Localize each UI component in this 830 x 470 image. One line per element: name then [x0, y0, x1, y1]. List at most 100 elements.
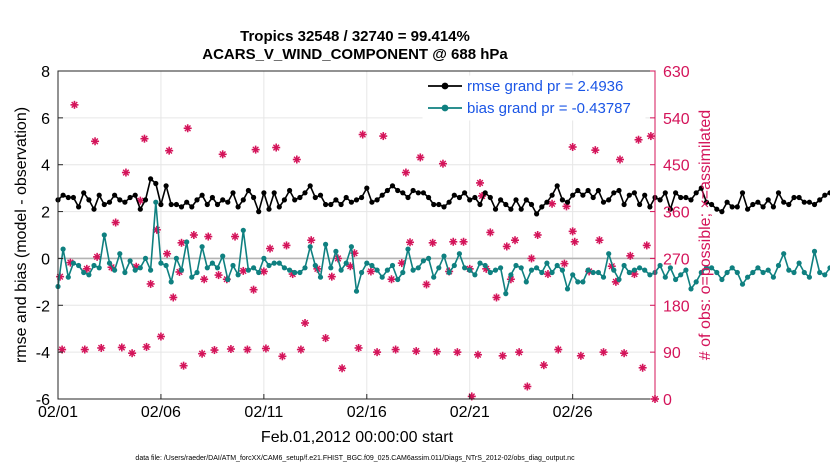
obs-count-point: [261, 344, 270, 353]
bias-series-point: [225, 276, 231, 283]
rmse-series-point: [302, 190, 308, 196]
bias-series-point: [724, 269, 730, 276]
obs-count-point: [111, 218, 120, 227]
legend-bias-label: bias grand pr = -0.43787: [467, 100, 631, 117]
rmse-series-point: [137, 206, 143, 212]
x-tick-label: 02/11: [244, 404, 283, 421]
obs-count-point: [231, 232, 240, 241]
rmse-series-point: [348, 199, 354, 205]
obs-marker-stroke: [219, 151, 226, 158]
rmse-series-point: [518, 206, 524, 212]
x-tick-label: 02/06: [141, 404, 181, 421]
bias-series-point: [384, 267, 390, 273]
rmse-series-point: [168, 201, 174, 208]
obs-marker-stroke: [211, 346, 218, 354]
bias-series-point: [595, 269, 602, 276]
rmse-series-point: [178, 204, 185, 210]
bias-series-point: [508, 272, 514, 278]
obs-marker-stroke: [367, 268, 375, 275]
rmse-series-point: [765, 197, 771, 203]
obs-count-point: [156, 332, 165, 341]
obs-marker-stroke: [338, 364, 346, 372]
bias-series-point: [477, 260, 483, 266]
bias-series-point: [389, 262, 396, 269]
chart-subtitle: ACARS_V_WIND_COMPONENT @ 688 hPa: [202, 46, 508, 63]
obs-marker-stroke: [449, 238, 457, 246]
rmse-series-point: [734, 204, 740, 210]
obs-count-point: [568, 143, 577, 152]
obs-marker-stroke: [561, 260, 568, 267]
bias-series-point: [446, 269, 452, 276]
right-y-axis-label: # of obs: o=possible; ×=assimilated: [697, 110, 714, 360]
obs-marker-stroke: [423, 281, 430, 288]
right-y-tick-label: 540: [663, 111, 690, 128]
obs-marker-stroke: [476, 179, 484, 187]
left-y-tick-label: 0: [41, 251, 50, 268]
rmse-series-point: [251, 194, 257, 201]
obs-marker-stroke: [647, 132, 655, 140]
bias-series-point: [667, 265, 674, 271]
rmse-series-point: [194, 197, 200, 203]
bias-series-point: [580, 279, 586, 285]
bias-series-point: [353, 288, 360, 294]
obs-marker-stroke: [147, 280, 154, 288]
obs-marker-stroke: [355, 344, 362, 352]
rmse-series-point: [827, 190, 830, 196]
rmse-series-point: [688, 197, 694, 203]
left-y-tick-label: 2: [41, 205, 50, 222]
rmse-series-point: [606, 197, 612, 203]
rmse-series-point: [338, 201, 344, 208]
rmse-series-point: [709, 201, 715, 208]
obs-marker-stroke: [503, 243, 511, 250]
bias-series-point: [317, 274, 324, 280]
bias-series-point: [606, 251, 612, 257]
rmse-series-point: [209, 194, 215, 201]
rmse-series-point: [81, 190, 87, 196]
right-y-tick-label: 450: [663, 158, 690, 175]
x-tick-label: 02/21: [450, 404, 490, 421]
rmse-series-point: [148, 176, 154, 182]
obs-marker-stroke: [596, 236, 603, 244]
rmse-series-point: [513, 197, 519, 203]
obs-count-point: [146, 279, 155, 288]
rmse-series-point: [626, 192, 632, 198]
obs-marker-stroke: [417, 154, 424, 161]
rmse-series-point: [477, 201, 483, 208]
bias-series-point: [518, 265, 524, 271]
obs-marker-stroke: [402, 169, 410, 176]
obs-marker-stroke: [433, 348, 441, 355]
obs-count-point: [80, 345, 89, 354]
obs-marker-stroke: [511, 236, 519, 244]
bias-series-point: [472, 272, 478, 278]
obs-marker-stroke: [639, 364, 646, 372]
bias-series-point: [168, 279, 174, 285]
rmse-series-point: [508, 206, 514, 212]
bias-series-point: [148, 267, 154, 273]
obs-count-point: [226, 345, 235, 354]
obs-marker-stroke: [262, 345, 270, 352]
rmse-series-point: [276, 204, 282, 210]
bias-series-point: [811, 248, 818, 254]
bias-series-point: [338, 267, 344, 273]
rmse-series-point: [91, 206, 97, 212]
obs-count-point: [449, 237, 458, 246]
x-tick-label: 02/16: [347, 404, 387, 421]
obs-marker-stroke: [460, 238, 467, 246]
rmse-series-point: [287, 187, 293, 194]
bias-series-point: [189, 274, 195, 280]
rmse-series-point: [436, 201, 442, 208]
obs-marker-stroke: [169, 294, 177, 301]
rmse-series-point: [256, 209, 262, 215]
obs-count-point: [198, 349, 207, 358]
bias-series-point: [528, 267, 535, 273]
x-tick-label: 02/26: [553, 404, 593, 421]
rmse-series-point: [647, 204, 653, 210]
bias-series-point: [554, 262, 560, 269]
bias-series-point: [405, 246, 411, 252]
rmse-series-point: [101, 201, 107, 208]
bias-series-point: [426, 255, 432, 261]
obs-count-point: [321, 334, 330, 343]
bias-series-point: [585, 267, 591, 273]
bias-series-point: [534, 265, 540, 271]
bias-series-point: [395, 276, 401, 283]
